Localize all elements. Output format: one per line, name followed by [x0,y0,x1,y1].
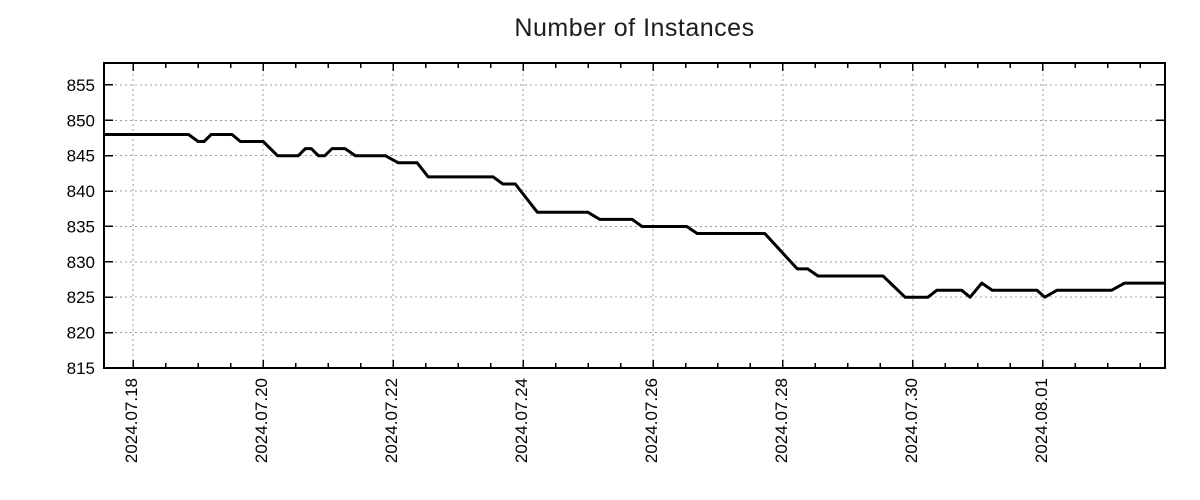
y-tick-label: 835 [67,217,95,236]
x-tick-label: 2024.07.22 [382,378,401,463]
x-tick-label: 2024.07.28 [772,378,791,463]
x-tick-label: 2024.07.18 [122,378,141,463]
y-tick-label: 825 [67,288,95,307]
y-tick-label: 820 [67,324,95,343]
x-tick-label: 2024.07.20 [252,378,271,463]
gridlines [105,64,1164,369]
y-tick-label: 855 [67,76,95,95]
plot-border [103,62,1166,369]
chart-title: Number of Instances [514,14,755,42]
y-tick-label: 850 [67,111,95,130]
y-tick-label: 840 [67,182,95,201]
x-tick-label: 2024.07.30 [902,378,921,463]
x-tick-label: 2024.07.26 [642,378,661,463]
y-tick-label: 830 [67,253,95,272]
x-tick-label: 2024.08.01 [1032,378,1051,463]
y-tick-label: 815 [67,359,95,378]
y-tick-label: 845 [67,147,95,166]
tick-labels: 815 820 825 830 835 840 845 850 855 2024.07.18 202… [67,76,1051,463]
x-tick-label: 2024.07.24 [512,378,531,463]
data-line [104,133,1165,299]
